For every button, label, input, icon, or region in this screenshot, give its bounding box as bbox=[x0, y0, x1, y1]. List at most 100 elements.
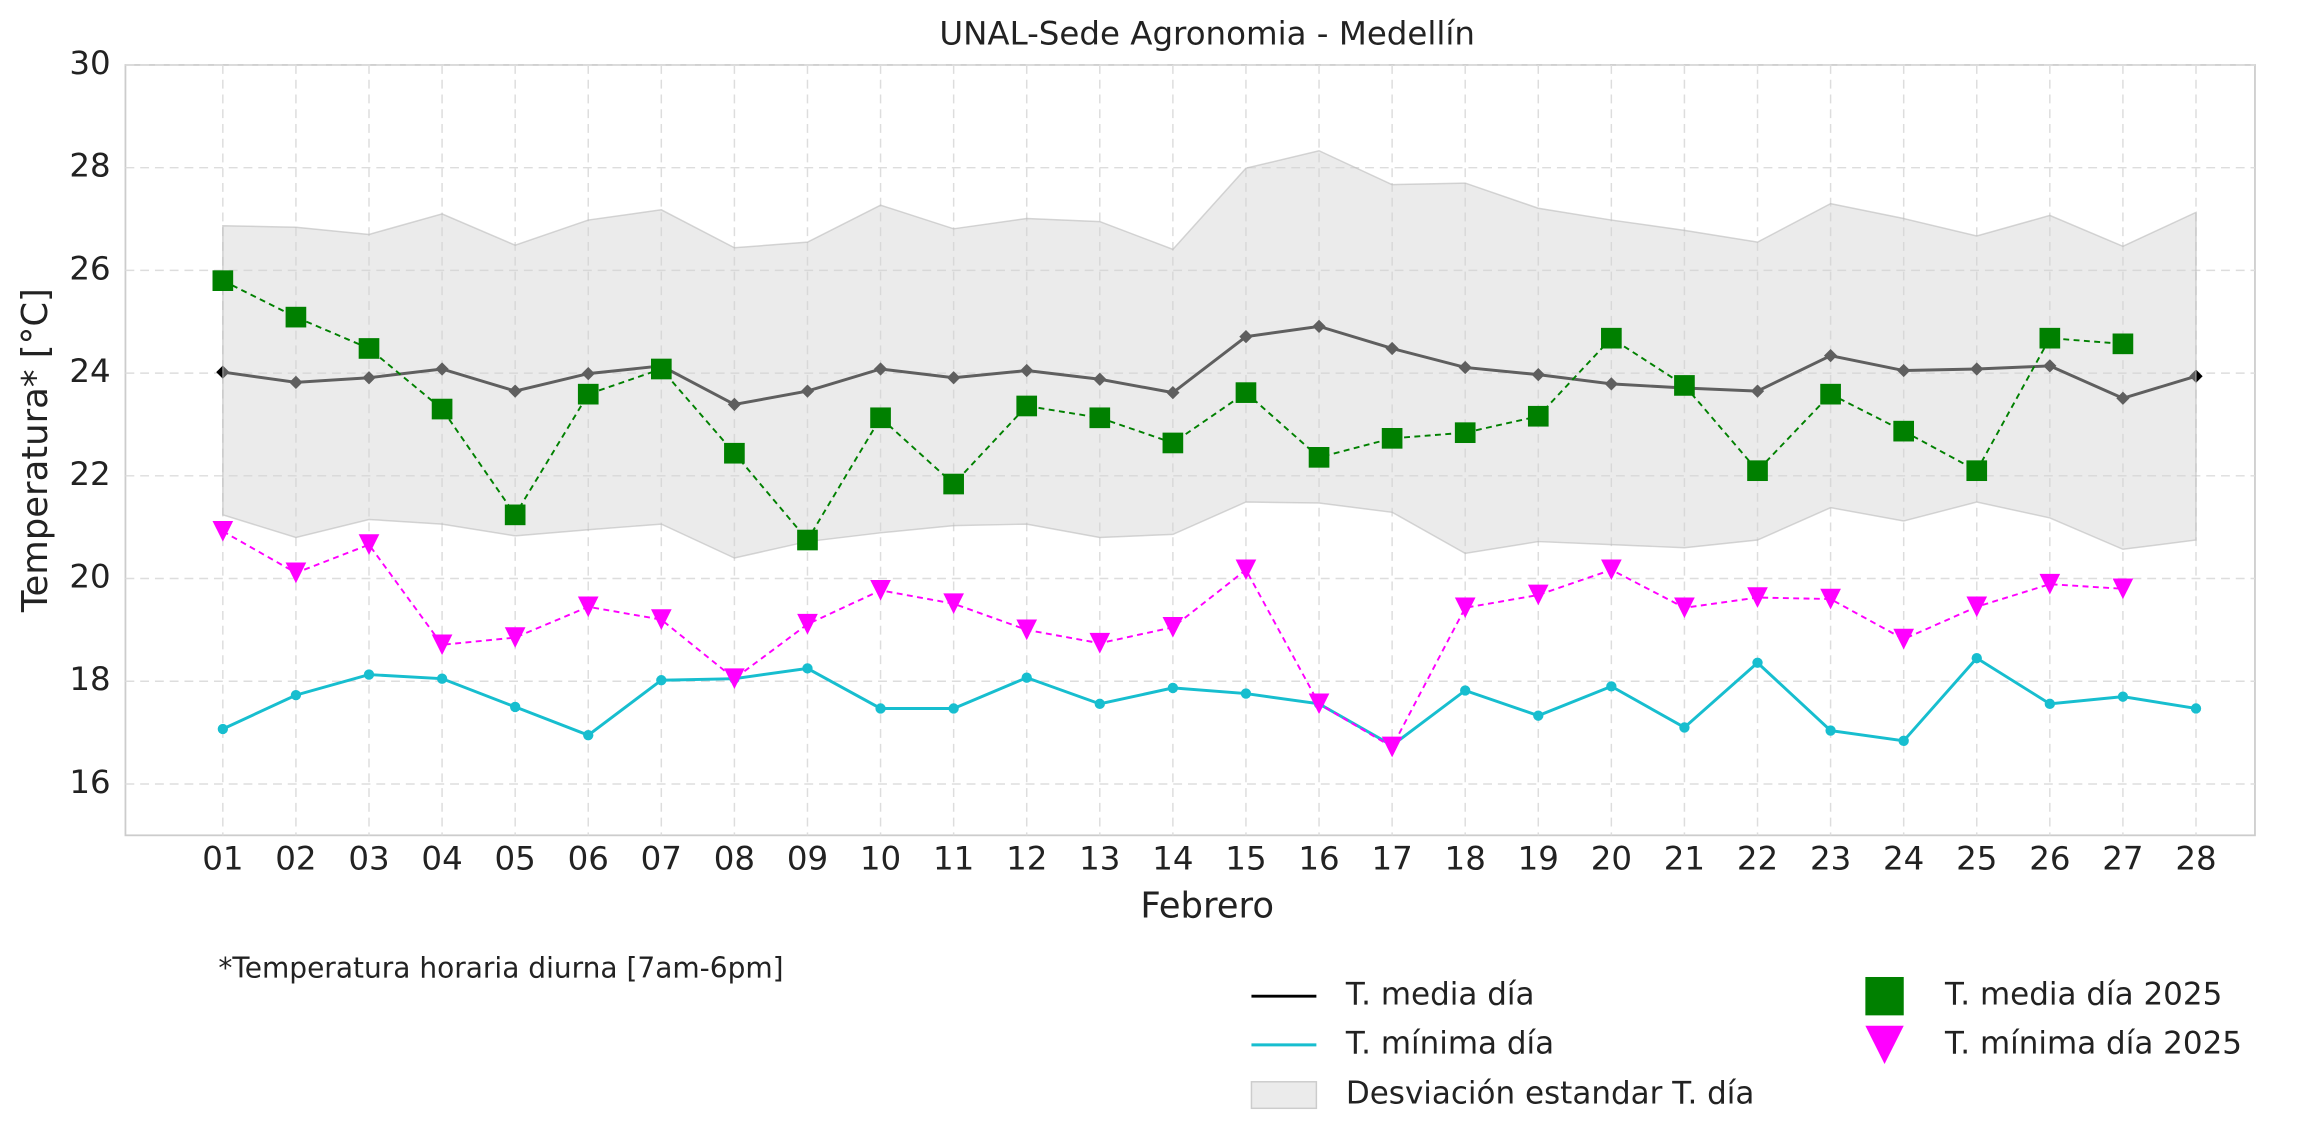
point bbox=[727, 397, 742, 412]
point bbox=[1750, 384, 1765, 398]
x-tick-label: 27 bbox=[2102, 839, 2143, 877]
x-tick-label: 21 bbox=[1664, 839, 1705, 877]
plot-area bbox=[124, 64, 2256, 837]
point bbox=[285, 562, 307, 584]
point bbox=[1089, 407, 1111, 429]
point bbox=[2039, 573, 2061, 595]
band bbox=[222, 149, 2197, 559]
legend-label: T. media día 2025 bbox=[1944, 977, 2222, 1013]
point bbox=[2112, 578, 2134, 600]
point bbox=[943, 473, 964, 495]
x-tick-label: 01 bbox=[202, 839, 243, 877]
point bbox=[1527, 584, 1549, 606]
point bbox=[358, 534, 380, 555]
point bbox=[1381, 736, 1403, 758]
x-tick-label: 03 bbox=[348, 839, 389, 877]
point bbox=[1240, 688, 1252, 699]
x-tick-label: 15 bbox=[1225, 839, 1266, 877]
x-tick-label: 18 bbox=[1445, 839, 1486, 877]
y-tick-label: 26 bbox=[69, 249, 110, 287]
x-tick-label: 10 bbox=[860, 839, 901, 877]
point bbox=[1893, 628, 1915, 650]
point bbox=[431, 634, 453, 656]
x-tick-label: 02 bbox=[275, 839, 316, 877]
point bbox=[1089, 632, 1111, 654]
point bbox=[2117, 691, 2129, 702]
point bbox=[1454, 422, 1476, 444]
point bbox=[1021, 672, 1032, 683]
x-tick-label: 08 bbox=[714, 839, 755, 877]
point bbox=[1898, 735, 1909, 746]
x-tick-label: 06 bbox=[568, 839, 609, 877]
point bbox=[797, 529, 818, 551]
point bbox=[1966, 596, 1988, 618]
legend-swatch bbox=[1250, 1081, 1318, 1110]
point bbox=[1235, 382, 1257, 403]
point bbox=[2190, 703, 2202, 714]
point bbox=[1679, 722, 1690, 733]
point bbox=[650, 358, 672, 380]
point bbox=[290, 689, 302, 701]
y-tick-label: 16 bbox=[69, 763, 110, 801]
point bbox=[1752, 657, 1763, 668]
annotation: *Temperatura horaria diurna [7am-6pm] bbox=[218, 952, 783, 985]
legend: T. media día T. mínima día Desviación esta… bbox=[1250, 976, 2242, 1112]
point bbox=[656, 675, 667, 686]
point bbox=[212, 520, 234, 542]
point bbox=[1674, 597, 1695, 619]
point bbox=[724, 668, 745, 690]
chart-title: UNAL-Sede Agronomia - Medellín bbox=[939, 14, 1475, 52]
series-line bbox=[222, 656, 2197, 748]
point bbox=[870, 580, 891, 601]
y-axis-label: Temperatura* [°C] bbox=[15, 288, 56, 613]
point bbox=[431, 398, 453, 420]
point bbox=[508, 384, 522, 398]
point bbox=[1820, 588, 1841, 610]
point bbox=[1971, 652, 1982, 664]
legend-label: T. mínima día bbox=[1345, 1025, 1554, 1061]
point bbox=[436, 673, 448, 684]
point bbox=[1162, 616, 1184, 638]
point bbox=[583, 730, 594, 741]
y-tick-label: 18 bbox=[69, 660, 110, 698]
point bbox=[217, 723, 229, 735]
point bbox=[1308, 693, 1330, 715]
legend-swatch bbox=[1865, 1025, 1904, 1065]
legend-label: T. mínima día 2025 bbox=[1944, 1025, 2242, 1061]
point bbox=[435, 362, 449, 376]
x-tick-label: 14 bbox=[1152, 839, 1193, 877]
point bbox=[1533, 710, 1544, 721]
x-tick-label: 12 bbox=[1006, 839, 1047, 877]
legend-swatch bbox=[1865, 976, 1904, 1016]
point bbox=[802, 663, 813, 674]
point bbox=[1167, 682, 1179, 694]
x-tick-label: 11 bbox=[933, 839, 974, 877]
point bbox=[1308, 447, 1330, 468]
y-tick-label: 24 bbox=[69, 352, 110, 390]
legend-label: Desviación estandar T. día bbox=[1346, 1076, 1755, 1112]
point bbox=[1966, 460, 1988, 482]
legend-label: T. media día bbox=[1345, 977, 1535, 1013]
y-tick-label: 22 bbox=[69, 455, 110, 493]
point bbox=[948, 703, 959, 714]
point bbox=[212, 270, 234, 291]
point bbox=[870, 407, 891, 429]
x-tick-label: 13 bbox=[1079, 839, 1120, 877]
point bbox=[800, 384, 815, 398]
point bbox=[2112, 333, 2134, 355]
point bbox=[724, 442, 745, 464]
point bbox=[2116, 391, 2130, 405]
point bbox=[1460, 685, 1471, 696]
point bbox=[943, 593, 964, 615]
point bbox=[504, 504, 526, 526]
x-axis-label: Febrero bbox=[1140, 886, 1274, 927]
x-tick-label: 09 bbox=[787, 839, 828, 877]
x-tick-label: 17 bbox=[1371, 839, 1412, 877]
point bbox=[873, 362, 888, 376]
point bbox=[1747, 460, 1768, 482]
point bbox=[1235, 559, 1257, 581]
point bbox=[1893, 420, 1915, 442]
point bbox=[358, 338, 380, 359]
point bbox=[285, 306, 307, 328]
